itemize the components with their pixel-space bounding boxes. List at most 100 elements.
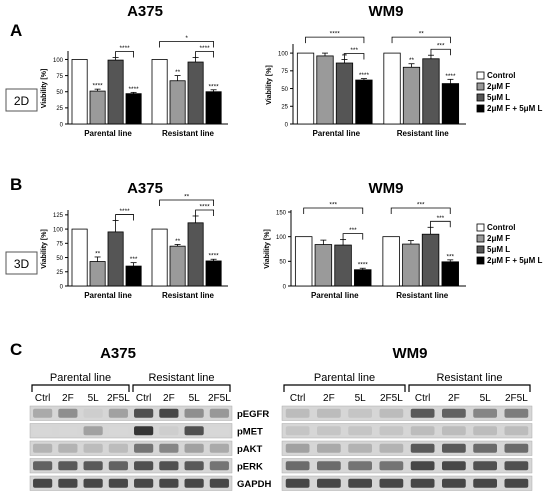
protein-label: pERK [237, 462, 263, 473]
significance-mark: *** [446, 253, 454, 260]
legends: Control 2μM F 5μM L 2μM F + 5μM L Control 2μM… [476, 71, 542, 265]
blot-band [83, 426, 103, 436]
blot-group-label: Resistant line [148, 372, 214, 384]
blot-band [108, 478, 128, 488]
blot-band [442, 461, 466, 471]
blot-band [58, 461, 78, 471]
lane-label: 5L [480, 393, 492, 404]
blot-band [108, 426, 128, 436]
group-label: Resistant line [396, 291, 449, 300]
blot-band [317, 478, 341, 488]
blot-group-label: Resistant line [436, 372, 502, 384]
y-tick-label: 75 [56, 242, 63, 248]
bracket-label: **** [120, 208, 131, 215]
blot-band [504, 461, 529, 471]
blot-band [285, 408, 310, 418]
y-tick-label: 50 [281, 87, 288, 93]
blot-band [209, 426, 229, 436]
y-axis-label: Viability [%] [266, 65, 273, 105]
blot-band [504, 426, 529, 436]
group-label: Parental line [312, 129, 360, 138]
y-axis-label: Viability [%] [41, 229, 48, 269]
bar [107, 231, 124, 287]
blot-band [473, 461, 497, 471]
y-tick-label: 25 [281, 105, 288, 111]
blot-band [58, 478, 78, 488]
significance-bracket [159, 199, 215, 206]
y-tick-label: 150 [276, 210, 287, 216]
bar [441, 83, 460, 125]
blot-band [285, 426, 310, 436]
bar [355, 79, 373, 125]
blot-band [348, 443, 372, 453]
bar [205, 91, 222, 125]
bracket-label: * [185, 35, 188, 42]
blot-band [348, 408, 372, 418]
bracket-label: *** [437, 43, 445, 50]
blot-band [348, 461, 372, 471]
blot-group-bracket [408, 384, 531, 392]
significance-bracket [115, 51, 135, 58]
significance-bracket [159, 41, 215, 48]
blot-band [209, 443, 229, 453]
bracket-label: *** [349, 227, 357, 234]
chart-title: A375 [127, 180, 163, 197]
y-tick-label: 75 [56, 74, 63, 80]
bar [107, 59, 124, 125]
bar [402, 243, 420, 287]
bar [383, 52, 401, 125]
chart-0: A375 Viability [%] 0 25 50 75 100 Parental line… [41, 3, 228, 138]
blot-strip [29, 405, 233, 421]
blot-band [442, 426, 466, 436]
condition-box-2d [5, 88, 38, 112]
protein-label: GAPDH [237, 479, 271, 490]
group-label: Resistant line [397, 129, 450, 138]
blot-band [317, 426, 341, 436]
legend-swatch [476, 223, 485, 232]
blot-band [159, 408, 179, 418]
group-label: Parental line [311, 291, 359, 300]
blot-band [58, 443, 78, 453]
blot-band [410, 408, 435, 418]
bar [441, 261, 459, 287]
panel-label-b: B [10, 175, 22, 194]
legend-swatch [476, 234, 485, 243]
bracket-label: ** [419, 31, 425, 38]
blot-band [209, 461, 229, 471]
blot-band [473, 478, 497, 488]
bracket-label: *** [350, 47, 358, 54]
legend-swatch [476, 256, 485, 265]
y-tick-label: 100 [276, 235, 287, 241]
significance-mark: **** [359, 72, 370, 79]
blot-group-label: Parental line [50, 372, 111, 384]
blot-band [410, 461, 435, 471]
bar [314, 244, 333, 287]
significance-mark: ** [175, 69, 181, 76]
bar [335, 62, 354, 125]
significance-mark: ** [175, 238, 181, 245]
bar [71, 59, 88, 125]
blot-band [379, 408, 404, 418]
legend-1: Control 2μM F 5μM L 2μM F + 5μM L [476, 223, 542, 265]
y-axis-label: Viability [%] [264, 229, 271, 269]
bar [354, 269, 372, 287]
chart-3: WM9 Viability [%] 0 50 100 150 Parental line Re… [264, 180, 466, 300]
blot-band [285, 478, 310, 488]
significance-bracket [430, 48, 451, 56]
blot-band [33, 443, 53, 453]
blot-strip [281, 423, 533, 439]
bar [402, 66, 421, 125]
blot-band [134, 408, 154, 418]
blot-band [83, 443, 103, 453]
y-tick-label: 50 [56, 90, 63, 96]
blot-band [33, 426, 53, 436]
blot-title: A375 [100, 345, 136, 362]
blot-band [83, 478, 103, 488]
blot-band [410, 478, 435, 488]
bar [294, 236, 313, 287]
group-label: Parental line [84, 129, 132, 138]
bracket-label: ** [184, 193, 190, 200]
blot-strip [29, 475, 233, 491]
